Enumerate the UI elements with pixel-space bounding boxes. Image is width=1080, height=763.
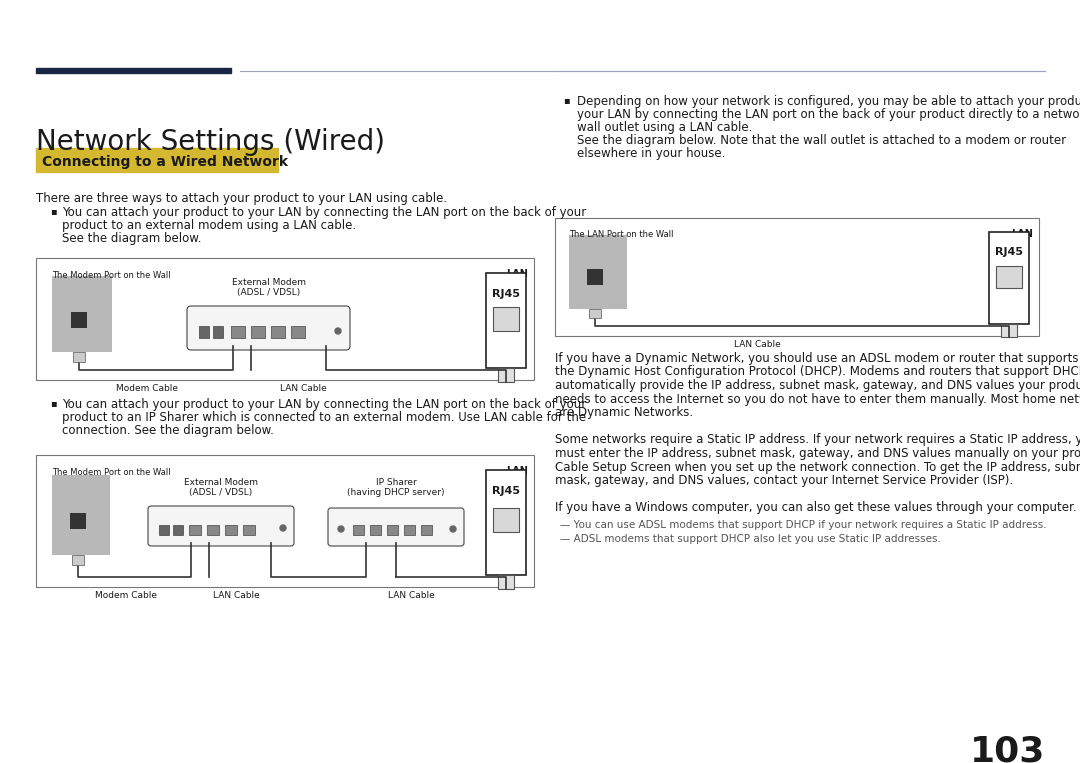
Text: automatically provide the IP address, subnet mask, gateway, and DNS values your : automatically provide the IP address, su… — [555, 379, 1080, 392]
Text: ▪: ▪ — [563, 95, 569, 105]
Bar — [36, 68, 231, 73]
Circle shape — [335, 328, 341, 334]
Bar — [271, 326, 285, 338]
Text: Connecting to a Wired Network: Connecting to a Wired Network — [42, 155, 288, 169]
Text: If you have a Dynamic Network, you should use an ADSL modem or router that suppo: If you have a Dynamic Network, you shoul… — [555, 352, 1079, 365]
Bar — [36, 148, 278, 172]
Circle shape — [338, 526, 345, 532]
Text: your LAN by connecting the LAN port on the back of your product directly to a ne: your LAN by connecting the LAN port on t… — [577, 108, 1080, 121]
Text: LAN Cable: LAN Cable — [733, 340, 781, 349]
Text: Network Settings (Wired): Network Settings (Wired) — [36, 128, 384, 156]
Bar — [231, 326, 245, 338]
Bar — [498, 575, 514, 589]
Bar — [555, 218, 1039, 336]
Bar — [486, 470, 526, 575]
Text: RJ45: RJ45 — [492, 289, 519, 299]
Circle shape — [450, 526, 456, 532]
Bar — [492, 508, 519, 532]
Text: product to an IP Sharer which is connected to an external modem. Use LAN cable f: product to an IP Sharer which is connect… — [62, 411, 586, 424]
Text: the Dynamic Host Configuration Protocol (DHCP). Modems and routers that support : the Dynamic Host Configuration Protocol … — [555, 365, 1080, 378]
Text: ▪: ▪ — [50, 398, 56, 408]
Text: There are three ways to attach your product to your LAN using cable.: There are three ways to attach your prod… — [36, 192, 447, 205]
Bar — [588, 269, 603, 285]
Text: External Modem
(ADSL / VDSL): External Modem (ADSL / VDSL) — [184, 478, 258, 497]
Bar — [387, 525, 399, 535]
Bar — [173, 525, 183, 535]
FancyBboxPatch shape — [148, 506, 294, 546]
Bar — [498, 368, 514, 382]
Text: mask, gateway, and DNS values, contact your Internet Service Provider (ISP).: mask, gateway, and DNS values, contact y… — [555, 474, 1013, 487]
Bar — [404, 525, 415, 535]
Bar — [370, 525, 381, 535]
Bar — [1001, 324, 1017, 337]
Bar — [73, 352, 85, 362]
FancyBboxPatch shape — [187, 306, 350, 350]
Text: LAN: LAN — [507, 466, 528, 476]
Text: 103: 103 — [970, 735, 1045, 763]
Text: Some networks require a Static IP address. If your network requires a Static IP : Some networks require a Static IP addres… — [555, 433, 1080, 446]
FancyBboxPatch shape — [328, 508, 464, 546]
Text: RJ45: RJ45 — [995, 247, 1023, 257]
Text: RJ45: RJ45 — [492, 486, 519, 496]
Text: External Modem
(ADSL / VDSL): External Modem (ADSL / VDSL) — [231, 278, 306, 298]
Text: LAN Cable: LAN Cable — [213, 591, 259, 600]
Text: If you have a Windows computer, you can also get these values through your compu: If you have a Windows computer, you can … — [555, 501, 1077, 514]
Bar — [421, 525, 432, 535]
Text: LAN: LAN — [507, 269, 528, 279]
Bar — [36, 258, 534, 380]
Text: See the diagram below.: See the diagram below. — [62, 232, 202, 245]
Text: needs to access the Internet so you do not have to enter them manually. Most hom: needs to access the Internet so you do n… — [555, 392, 1080, 405]
Text: are Dynamic Networks.: are Dynamic Networks. — [555, 406, 693, 419]
Text: You can attach your product to your LAN by connecting the LAN port on the back o: You can attach your product to your LAN … — [62, 206, 586, 219]
Text: Modem Cable: Modem Cable — [95, 591, 157, 600]
Text: IP Sharer
(having DHCP server): IP Sharer (having DHCP server) — [348, 478, 445, 497]
Bar — [70, 513, 86, 529]
Text: wall outlet using a LAN cable.: wall outlet using a LAN cable. — [577, 121, 753, 134]
Text: You can attach your product to your LAN by connecting the LAN port on the back o: You can attach your product to your LAN … — [62, 398, 586, 411]
Text: See the diagram below. Note that the wall outlet is attached to a modem or route: See the diagram below. Note that the wal… — [577, 134, 1066, 147]
Text: ▪: ▪ — [50, 206, 56, 216]
Text: elsewhere in your house.: elsewhere in your house. — [577, 147, 726, 160]
Bar — [52, 475, 110, 555]
Text: connection. See the diagram below.: connection. See the diagram below. — [62, 424, 274, 437]
Bar — [492, 307, 519, 331]
Text: The Modem Port on the Wall: The Modem Port on the Wall — [52, 468, 171, 477]
Circle shape — [280, 525, 286, 531]
Bar — [353, 525, 364, 535]
Bar — [569, 235, 627, 309]
Bar — [199, 326, 210, 338]
Bar — [71, 312, 87, 328]
Text: LAN Cable: LAN Cable — [388, 591, 434, 600]
Bar — [225, 525, 237, 535]
Bar — [36, 455, 534, 587]
Text: LAN: LAN — [1011, 229, 1032, 239]
Text: product to an external modem using a LAN cable.: product to an external modem using a LAN… — [62, 219, 356, 232]
Text: LAN Cable: LAN Cable — [280, 384, 327, 393]
Text: Modem Cable: Modem Cable — [117, 384, 178, 393]
Bar — [251, 326, 265, 338]
Text: must enter the IP address, subnet mask, gateway, and DNS values manually on your: must enter the IP address, subnet mask, … — [555, 447, 1080, 460]
Bar — [72, 555, 84, 565]
Bar — [486, 273, 526, 368]
Text: Cable Setup Screen when you set up the network connection. To get the IP address: Cable Setup Screen when you set up the n… — [555, 461, 1080, 474]
Bar — [213, 326, 222, 338]
Bar — [589, 309, 600, 318]
Text: The LAN Port on the Wall: The LAN Port on the Wall — [569, 230, 674, 239]
Bar — [159, 525, 168, 535]
Bar — [291, 326, 305, 338]
Text: The Modem Port on the Wall: The Modem Port on the Wall — [52, 271, 171, 280]
Bar — [207, 525, 219, 535]
Bar — [989, 232, 1029, 324]
Text: — ADSL modems that support DHCP also let you use Static IP addresses.: — ADSL modems that support DHCP also let… — [561, 533, 941, 543]
Bar — [243, 525, 255, 535]
Bar — [52, 276, 112, 352]
Text: — You can use ADSL modems that support DHCP if your network requires a Static IP: — You can use ADSL modems that support D… — [561, 520, 1047, 530]
Bar — [189, 525, 201, 535]
Text: Depending on how your network is configured, you may be able to attach your prod: Depending on how your network is configu… — [577, 95, 1080, 108]
Bar — [996, 266, 1022, 288]
